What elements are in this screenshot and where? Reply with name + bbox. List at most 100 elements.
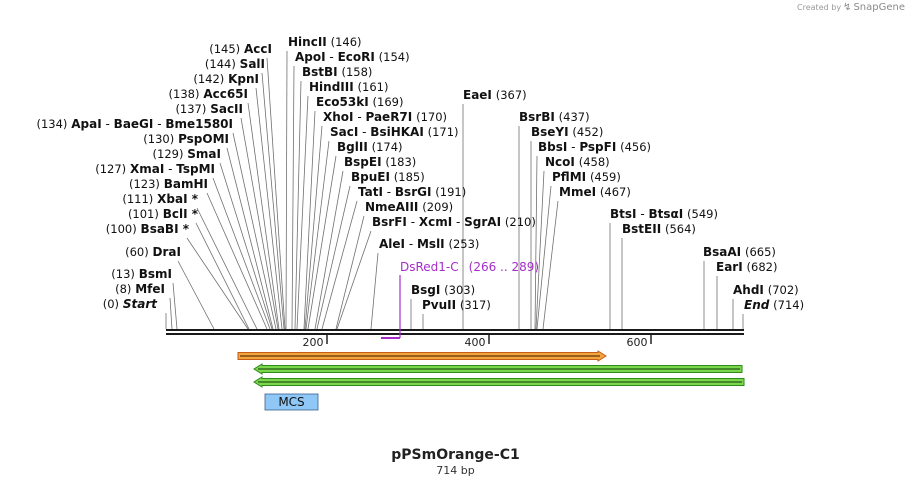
leader-hindiii: [296, 95, 309, 330]
site-position: (123): [129, 177, 160, 191]
snapgene-logo-icon: ↯: [843, 2, 852, 13]
site-position: (137): [175, 102, 206, 116]
site-position: (185): [394, 170, 425, 184]
ruler: 200 400 600: [303, 335, 652, 349]
site-label-xhoi-paer7i[interactable]: XhoI - PaeR7I (170): [323, 110, 447, 124]
site-enzyme-name: BspEI: [344, 155, 382, 169]
site-label-bspei[interactable]: BspEI (183): [344, 155, 416, 169]
site-label-xmai-tspmi[interactable]: (127) XmaI - TspMI: [95, 162, 215, 176]
site-enzyme-name: HincII: [288, 35, 327, 49]
site-enzyme-name: BsiHKAI: [370, 125, 424, 139]
site-separator: -: [326, 50, 338, 64]
ruler-label-200: 200: [303, 336, 324, 349]
site-label-tati-bsrgi[interactable]: TatI - BsrGI (191): [358, 185, 466, 199]
site-position: (127): [95, 162, 126, 176]
site-label-hindiii[interactable]: HindIII (161): [309, 80, 388, 94]
site-label-bsabi[interactable]: (100) BsaBI *: [106, 222, 190, 236]
site-enzyme-name: TspMI: [176, 162, 215, 176]
site-enzyme-name: Acc65I: [203, 87, 248, 101]
site-label-bbsi-pspfi[interactable]: BbsI - PspFI (456): [538, 140, 651, 154]
site-label-kpni[interactable]: (142) KpnI: [193, 72, 259, 86]
site-separator: -: [164, 162, 176, 176]
plasmid-size: 714 bp: [436, 464, 475, 477]
leader-mmei: [542, 200, 559, 330]
site-enzyme-name: MfeI: [135, 282, 165, 296]
site-label-pflmi[interactable]: PflMI (459): [552, 170, 621, 184]
site-enzyme-name: BsrBI: [519, 110, 555, 124]
green-feature-arrow-2[interactable]: [253, 376, 745, 388]
site-label-bglii[interactable]: BglII (174): [337, 140, 403, 154]
site-enzyme-name: BglII: [337, 140, 368, 154]
site-position: (682): [747, 260, 778, 274]
site-label-sali[interactable]: (144) SalI: [205, 57, 265, 71]
leader-eco53ki: [303, 110, 316, 330]
site-label-bsrfi-xcmi-sgrai[interactable]: BsrFI - XcmI - SgrAI (210): [372, 215, 536, 229]
site-label-bamhi[interactable]: (123) BamHI: [129, 177, 208, 191]
site-enzyme-name: MmeI: [559, 185, 596, 199]
site-enzyme-name: NmeAIII: [365, 200, 418, 214]
site-label-smai[interactable]: (129) SmaI: [153, 147, 221, 161]
site-label-eari[interactable]: EarI (682): [716, 260, 777, 274]
site-label-pvuii[interactable]: PvuII (317): [422, 298, 491, 312]
site-enzyme-name: BseYI: [531, 125, 569, 139]
site-label-nmeaiii[interactable]: NmeAIII (209): [365, 200, 453, 214]
leader-bstbi: [294, 80, 302, 330]
site-label-bsmi[interactable]: (13) BsmI: [111, 267, 172, 281]
site-position: (146): [331, 35, 362, 49]
site-label-end[interactable]: End (714): [744, 298, 804, 312]
site-enzyme-name: KpnI: [228, 72, 259, 86]
site-label-apoi-ecori[interactable]: ApoI - EcoRI (154): [295, 50, 410, 64]
site-enzyme-name: AccI: [244, 42, 272, 56]
site-position: (564): [665, 222, 696, 236]
leader-ncoi: [535, 170, 545, 330]
site-label-saci-bsihkai[interactable]: SacI - BsiHKAI (171): [330, 125, 459, 139]
site-label-bseyi[interactable]: BseYI (452): [531, 125, 603, 139]
site-enzyme-name: EcoRI: [338, 50, 375, 64]
site-label-ncoi[interactable]: NcoI (458): [545, 155, 610, 169]
site-label-drai[interactable]: (60) DraI: [125, 245, 181, 259]
site-separator: -: [407, 215, 419, 229]
site-position: (456): [620, 140, 651, 154]
site-label-mmei[interactable]: MmeI (467): [559, 185, 631, 199]
site-enzyme-name: AleI: [379, 237, 405, 251]
site-label-xbai[interactable]: (111) XbaI *: [122, 192, 198, 206]
site-label-sacii[interactable]: (137) SacII: [175, 102, 243, 116]
site-label-start[interactable]: (0) Start: [103, 297, 159, 311]
site-label-bpuei[interactable]: BpuEI (185): [351, 170, 425, 184]
site-position: (154): [379, 50, 410, 64]
green-feature-arrow-1[interactable]: [253, 363, 743, 375]
site-position: (171): [428, 125, 459, 139]
leader-bcli: [195, 222, 250, 330]
site-label-apai-baegi-bme1580i[interactable]: (134) ApaI - BaeGI - Bme1580I: [36, 117, 233, 131]
site-label-bsrbi[interactable]: BsrBI (437): [519, 110, 590, 124]
site-enzyme-name: BsgI: [411, 283, 440, 297]
leader-xbai: [196, 207, 258, 330]
site-enzyme-name: SalI: [240, 57, 265, 71]
leader-bsrfi-xcmi-sgrai: [336, 230, 372, 330]
site-position: (60): [125, 245, 149, 259]
site-label-btsi-btsi[interactable]: BtsI - BtsαI (549): [610, 207, 718, 221]
dsred1-c-label: DsRed1-C (266 .. 289): [400, 260, 539, 274]
site-label-pspomi[interactable]: (130) PspOMI: [143, 132, 229, 146]
site-label-bcli[interactable]: (101) BclI *: [128, 207, 199, 221]
site-label-acc65i[interactable]: (138) Acc65I: [169, 87, 248, 101]
leader-bpuei: [316, 185, 351, 330]
site-separator: -: [153, 117, 165, 131]
mcs-feature[interactable]: MCS: [264, 393, 319, 411]
site-label-mfei[interactable]: (8) MfeI: [115, 282, 165, 296]
site-enzyme-name: ApoI: [295, 50, 326, 64]
site-label-bsgi[interactable]: BsgI (303): [411, 283, 475, 297]
leader-bglii: [307, 155, 337, 330]
site-label-bstbi[interactable]: BstBI (158): [302, 65, 372, 79]
site-label-alei-msli[interactable]: AleI - MslI (253): [379, 237, 479, 251]
site-label-ahdi[interactable]: AhdI (702): [733, 283, 799, 297]
site-label-hincii[interactable]: HincII (146): [288, 35, 362, 49]
site-label-bsaai[interactable]: BsaAI (665): [703, 245, 776, 259]
site-label-eco53ki[interactable]: Eco53kI (169): [316, 95, 403, 109]
dsred1-c-feature[interactable]: DsRed1-C (266 .. 289): [381, 260, 539, 339]
site-label-eaei[interactable]: EaeI (367): [463, 88, 527, 102]
site-label-acci[interactable]: (145) AccI: [209, 42, 272, 56]
site-enzyme-name: PflMI: [552, 170, 586, 184]
orange-feature-arrow[interactable]: [237, 350, 607, 362]
site-label-bsteii[interactable]: BstEII (564): [622, 222, 696, 236]
